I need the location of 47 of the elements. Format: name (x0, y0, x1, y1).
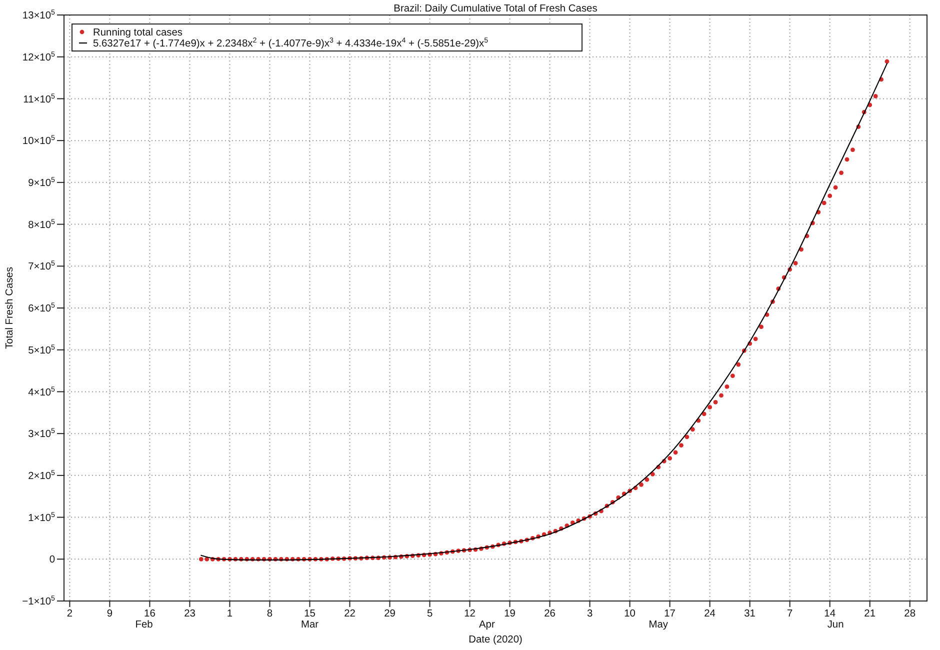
x-tick-label: 8 (266, 608, 273, 620)
x-tick-label: 24 (704, 608, 716, 620)
x-axis-title: Date (2020) (468, 634, 522, 646)
x-tick-label: 21 (864, 608, 876, 620)
x-tick-label: 12 (464, 608, 476, 620)
chart-title: Brazil: Daily Cumulative Total of Fresh Cases (394, 4, 598, 15)
y-tick-label: 13×10$^{5}$ (22, 8, 56, 22)
x-tick-label: 23 (184, 608, 196, 620)
x2-tick-label: May (648, 620, 669, 631)
y-tick-label: 5×10$^{5}$ (28, 343, 56, 356)
x-tick-label: 22 (344, 608, 356, 620)
x-tick-label: 28 (904, 608, 916, 620)
y-tick-label: 2×10$^{5}$ (28, 469, 56, 482)
x-tick-label: 7 (787, 608, 793, 620)
x-tick-label: 16 (144, 608, 156, 620)
x-tick-label: 9 (106, 608, 113, 620)
x-tick-label: 29 (384, 608, 396, 620)
x-tick-label: 26 (544, 608, 556, 620)
x-tick-label: 17 (664, 608, 676, 620)
y-tick-label: 4×10$^{5}$ (28, 385, 56, 398)
y-tick-label: 6×10$^{5}$ (28, 302, 56, 315)
y-tick-label: 9×10$^{5}$ (28, 176, 56, 189)
y-tick-label: 0 (49, 554, 56, 566)
x-tick-label: 15 (304, 608, 316, 620)
x-tick-label: 31 (744, 608, 756, 620)
x-tick-label: 5 (426, 608, 433, 620)
y-tick-label: 1×10$^{5}$ (28, 510, 56, 524)
y-axis-title: Total Fresh Cases (4, 266, 16, 350)
y-tick-label: 8×10$^{5}$ (28, 218, 56, 231)
legend-label: 5.6327e17 + (-1.774e9)x + 2.2348x$^{2}$ + (-1.4077e-9)x$^{3}$ + 4.4334e-19x$^{4}$ + (-5.5851e-29)x$^{5}$ (93, 36, 488, 50)
y-tick-label: 3×10$^{5}$ (28, 427, 56, 440)
y-tick-label: −1×10$^{5}$ (22, 594, 56, 608)
x2-tick-label: Apr (478, 620, 496, 631)
x-tick-label: 10 (624, 608, 636, 620)
y-tick-label: 12×10$^{5}$ (22, 50, 56, 64)
x-tick-label: 2 (66, 608, 73, 620)
y-tick-label: 11×10$^{5}$ (23, 92, 56, 106)
y-tick-label: 10×10$^{5}$ (22, 134, 56, 148)
x-tick-label: 3 (586, 608, 593, 620)
x2-tick-label: Jun (827, 620, 844, 631)
x-tick-label: 1 (226, 608, 233, 620)
y-tick-label: 7×10$^{5}$ (28, 260, 56, 273)
x-tick-label: 19 (504, 608, 516, 620)
x-tick-label: 14 (824, 608, 836, 620)
x2-tick-label: Mar (300, 620, 320, 631)
x2-tick-label: Feb (135, 620, 154, 631)
legend-label: Running total cases (93, 28, 182, 39)
